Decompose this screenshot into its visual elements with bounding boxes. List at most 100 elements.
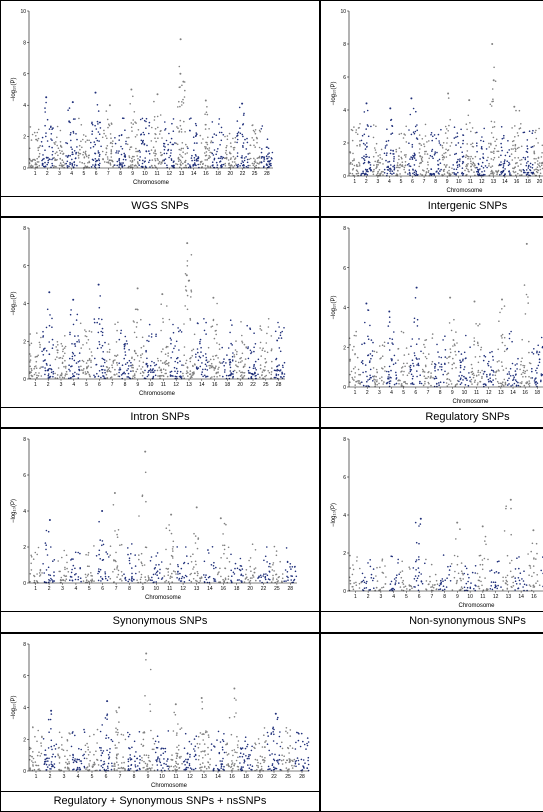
svg-text:12: 12 (180, 586, 186, 592)
svg-text:1: 1 (353, 179, 356, 185)
svg-text:5: 5 (83, 171, 86, 177)
svg-text:1: 1 (354, 594, 357, 600)
svg-text:Chromosome: Chromosome (458, 603, 495, 609)
svg-text:16: 16 (522, 390, 528, 396)
svg-text:6: 6 (23, 264, 26, 270)
panel-synonymous: 024681234567891011121314161820222528Chro… (0, 428, 320, 632)
svg-text:18: 18 (234, 586, 240, 592)
chart-regulatory: 024681234567891011121314161820222528Chro… (321, 218, 543, 407)
svg-text:12: 12 (486, 390, 492, 396)
svg-text:4: 4 (343, 108, 346, 114)
svg-text:0: 0 (23, 581, 26, 587)
panel-intron: 024681234567891011121314161820222528Chro… (0, 217, 320, 428)
svg-text:3: 3 (379, 594, 382, 600)
svg-text:5: 5 (88, 586, 91, 592)
panel-intergenic: 02468101234567891011121314161820222528Ch… (320, 0, 543, 217)
svg-text:18: 18 (215, 171, 221, 177)
svg-text:12: 12 (167, 171, 173, 177)
svg-text:6: 6 (343, 266, 346, 272)
svg-text:4: 4 (75, 586, 78, 592)
panel-empty (320, 633, 543, 812)
svg-text:16: 16 (203, 171, 209, 177)
svg-text:10: 10 (467, 594, 473, 600)
svg-text:12: 12 (173, 382, 179, 388)
svg-text:6: 6 (414, 390, 417, 396)
svg-text:−log₁₀(P): −log₁₀(P) (331, 81, 337, 105)
svg-text:8: 8 (23, 437, 26, 443)
svg-text:6: 6 (23, 72, 26, 78)
svg-text:25: 25 (274, 586, 280, 592)
svg-text:11: 11 (161, 382, 166, 388)
svg-text:22: 22 (240, 171, 246, 177)
svg-text:4: 4 (343, 513, 346, 519)
svg-text:−log₁₀(P): −log₁₀(P) (11, 292, 17, 316)
chart-combined: 024681234567891011121314161820222528Chro… (1, 634, 319, 791)
panel-combined: 024681234567891011121314161820222528Chro… (0, 633, 320, 812)
svg-text:18: 18 (525, 179, 531, 185)
svg-text:7: 7 (107, 171, 110, 177)
svg-text:22: 22 (261, 586, 267, 592)
svg-text:0: 0 (343, 385, 346, 391)
svg-text:25: 25 (252, 171, 258, 177)
svg-text:2: 2 (46, 171, 49, 177)
svg-text:5: 5 (400, 179, 403, 185)
chart-intron: 024681234567891011121314161820222528Chro… (1, 218, 319, 407)
svg-text:14: 14 (199, 382, 205, 388)
svg-text:4: 4 (23, 302, 26, 308)
svg-text:2: 2 (343, 345, 346, 351)
svg-text:13: 13 (186, 382, 192, 388)
svg-text:8: 8 (343, 42, 346, 48)
svg-text:4: 4 (392, 594, 395, 600)
svg-text:0: 0 (343, 174, 346, 180)
svg-text:2: 2 (343, 141, 346, 147)
svg-text:4: 4 (70, 171, 73, 177)
svg-text:6: 6 (101, 586, 104, 592)
svg-text:6: 6 (418, 594, 421, 600)
svg-text:12: 12 (479, 179, 485, 185)
svg-text:1: 1 (34, 586, 37, 592)
svg-text:10: 10 (462, 390, 468, 396)
svg-text:5: 5 (402, 390, 405, 396)
svg-text:−log₁₀(P): −log₁₀(P) (331, 296, 337, 320)
svg-text:8: 8 (23, 40, 26, 46)
svg-text:10: 10 (142, 171, 148, 177)
svg-text:4: 4 (23, 103, 26, 109)
svg-text:7: 7 (111, 382, 114, 388)
caption-intron: Intron SNPs (1, 407, 319, 427)
svg-text:8: 8 (439, 390, 442, 396)
svg-text:11: 11 (468, 179, 473, 185)
svg-text:7: 7 (427, 390, 430, 396)
svg-text:8: 8 (119, 171, 122, 177)
svg-text:10: 10 (148, 382, 154, 388)
svg-text:16: 16 (531, 594, 537, 600)
caption-synonymous: Synonymous SNPs (1, 611, 319, 631)
svg-text:1: 1 (34, 382, 37, 388)
svg-text:0: 0 (23, 166, 26, 172)
svg-text:25: 25 (263, 382, 269, 388)
svg-text:10: 10 (20, 9, 26, 15)
svg-text:13: 13 (498, 390, 504, 396)
svg-text:5: 5 (405, 594, 408, 600)
svg-text:7: 7 (115, 586, 118, 592)
svg-text:9: 9 (456, 594, 459, 600)
svg-text:20: 20 (237, 382, 243, 388)
svg-text:7: 7 (423, 179, 426, 185)
svg-text:11: 11 (154, 171, 159, 177)
svg-text:8: 8 (23, 226, 26, 232)
svg-text:28: 28 (276, 382, 282, 388)
svg-text:3: 3 (58, 171, 61, 177)
svg-text:28: 28 (264, 171, 270, 177)
svg-text:9: 9 (142, 586, 145, 592)
svg-text:16: 16 (221, 586, 227, 592)
svg-text:0: 0 (23, 377, 26, 383)
svg-text:−log₁₀(P): −log₁₀(P) (11, 77, 17, 101)
svg-text:2: 2 (367, 594, 370, 600)
svg-text:8: 8 (128, 586, 131, 592)
svg-text:13: 13 (506, 594, 512, 600)
svg-text:5: 5 (85, 382, 88, 388)
svg-text:11: 11 (474, 390, 479, 396)
svg-text:6: 6 (343, 475, 346, 481)
svg-text:−log₁₀(P): −log₁₀(P) (11, 499, 17, 523)
svg-text:14: 14 (510, 390, 516, 396)
svg-text:8: 8 (434, 179, 437, 185)
